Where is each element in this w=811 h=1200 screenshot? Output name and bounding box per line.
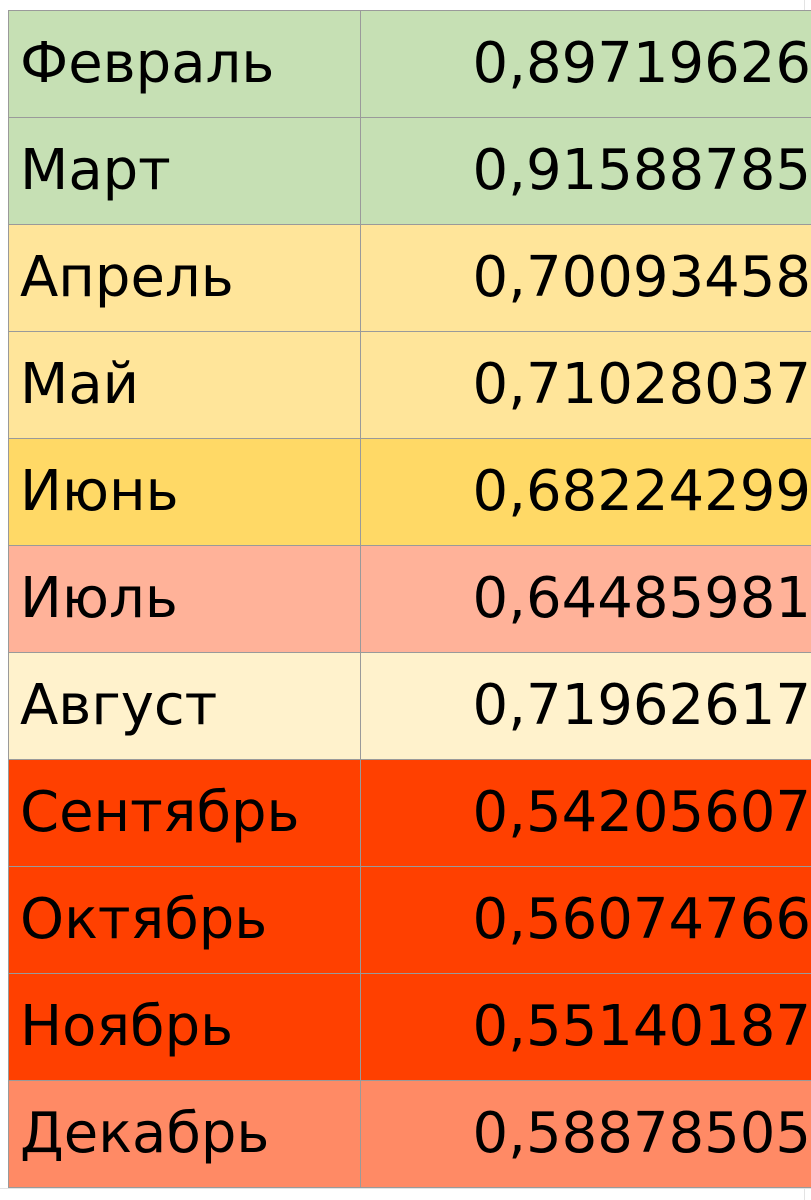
month-cell[interactable]: Июнь [8,438,361,546]
table-row: Февраль 0,89719626 [8,10,811,118]
month-cell[interactable]: Апрель [8,224,361,332]
table-row: Июнь 0,68224299 [8,438,811,546]
table-row: Декабрь 0,58878505 [8,1080,811,1188]
month-cell[interactable]: Август [8,652,361,760]
month-cell[interactable]: Февраль [8,10,361,118]
month-cell[interactable]: Декабрь [8,1080,361,1188]
table-row: Март 0,91588785 [8,117,811,225]
month-cell[interactable]: Май [8,331,361,439]
month-cell[interactable]: Сентябрь [8,759,361,867]
table-row: Ноябрь 0,55140187 [8,973,811,1081]
value-cell[interactable]: 0,64485981 [360,545,811,653]
gridline [0,1188,811,1189]
table-row: Октябрь 0,56074766 [8,866,811,974]
month-cell[interactable]: Март [8,117,361,225]
month-cell[interactable]: Октябрь [8,866,361,974]
table-row: Июль 0,64485981 [8,545,811,653]
table-row: Апрель 0,70093458 [8,224,811,332]
value-cell[interactable]: 0,54205607 [360,759,811,867]
value-cell[interactable]: 0,56074766 [360,866,811,974]
value-cell[interactable]: 0,89719626 [360,10,811,118]
month-cell[interactable]: Ноябрь [8,973,361,1081]
table-row: Сентябрь 0,54205607 [8,759,811,867]
value-cell[interactable]: 0,68224299 [360,438,811,546]
month-cell[interactable]: Июль [8,545,361,653]
table-row: Август 0,71962617 [8,652,811,760]
value-cell[interactable]: 0,70093458 [360,224,811,332]
value-cell[interactable]: 0,91588785 [360,117,811,225]
value-cell[interactable]: 0,58878505 [360,1080,811,1188]
value-cell[interactable]: 0,71962617 [360,652,811,760]
value-cell[interactable]: 0,55140187 [360,973,811,1081]
monthly-values-table: Февраль 0,89719626 Март 0,91588785 Апрел… [8,10,811,1188]
table-row: Май 0,71028037 [8,331,811,439]
value-cell[interactable]: 0,71028037 [360,331,811,439]
